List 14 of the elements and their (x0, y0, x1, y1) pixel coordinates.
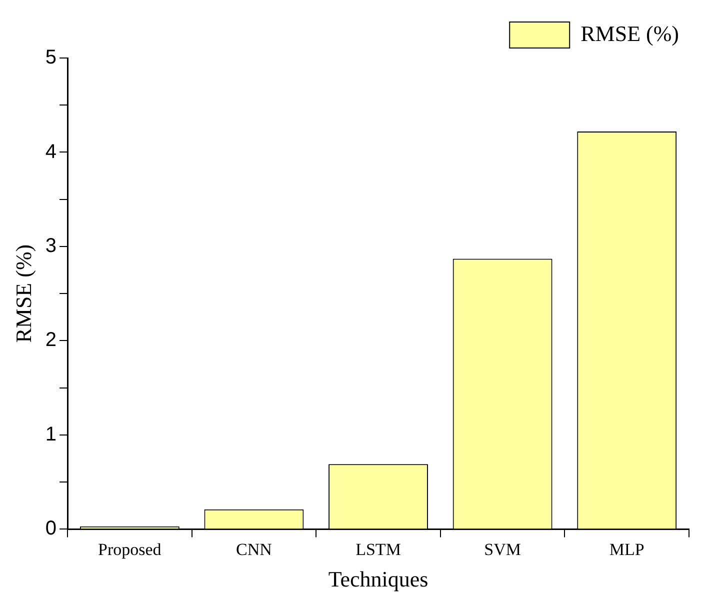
y-tick-label: 1 (45, 423, 57, 446)
x-tick-label: SVM (484, 540, 521, 559)
x-tick-label: Proposed (98, 540, 162, 559)
x-axis-title: Techniques (328, 566, 428, 592)
x-tick-label: CNN (236, 540, 272, 559)
y-axis-title: RMSE (%) (10, 244, 36, 343)
y-tick-label: 4 (45, 140, 57, 163)
legend-label: RMSE (%) (580, 20, 680, 46)
y-tick-label: 5 (45, 46, 57, 69)
x-tick-label: MLP (609, 540, 644, 559)
y-tick-label: 0 (45, 518, 57, 540)
x-tick-label: LSTM (356, 540, 401, 559)
y-tick-label: 3 (45, 234, 57, 257)
y-tick-label: 2 (45, 329, 57, 352)
